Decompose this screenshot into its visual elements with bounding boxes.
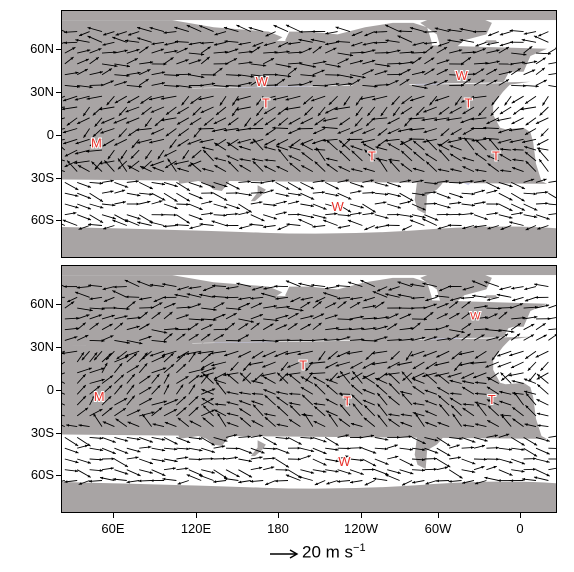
xtick — [361, 513, 362, 518]
wind-arrow — [62, 350, 65, 353]
wind-arrow — [548, 203, 556, 206]
wind-arrow — [548, 334, 556, 341]
ytick — [56, 347, 61, 348]
wind-arrow — [548, 192, 556, 199]
ylabel-bottom-60n: 60N — [30, 296, 54, 311]
system-label: T — [464, 95, 472, 110]
xlabel-0: 0 — [516, 521, 524, 536]
ylabel-top-30s: 30S — [30, 170, 54, 185]
wind-arrow — [62, 128, 65, 130]
xlabel-120w: 120W — [344, 521, 378, 536]
wind-arrow — [548, 47, 556, 54]
system-label: M — [91, 136, 102, 151]
wind-arrow — [62, 392, 65, 395]
scale-value: 20 m s — [302, 542, 354, 562]
scale-arrow-icon — [270, 549, 299, 559]
xlabel-60e: 60E — [101, 521, 125, 536]
ylabel-bottom-30n: 30N — [30, 339, 54, 354]
wind-vectors — [62, 279, 556, 486]
xlabel-120e: 120E — [180, 521, 212, 536]
ylabel-bottom-30s: 30S — [30, 425, 54, 440]
wind-vectors — [62, 24, 556, 231]
xtick — [520, 513, 521, 518]
wind-arrow — [548, 304, 556, 309]
wind-arrow — [62, 480, 65, 482]
xtick — [278, 513, 279, 518]
wind-arrow — [62, 424, 65, 428]
wind-arrow — [62, 106, 65, 108]
wind-arrow — [548, 180, 556, 183]
ylabel-top-0: 0 — [46, 127, 54, 142]
wind-arrow — [548, 73, 556, 76]
xlabel-60w: 60W — [424, 521, 452, 536]
wind-arrow — [548, 467, 556, 471]
scale-label: 20 m s−1 — [302, 542, 366, 563]
system-label: T — [368, 149, 376, 164]
ylabel-top-60s: 60S — [30, 212, 54, 227]
system-label: T — [488, 392, 496, 407]
system-label: W — [470, 310, 481, 322]
xlabel-180: 180 — [267, 521, 289, 536]
wind-arrow — [62, 284, 65, 288]
wind-arrow — [62, 117, 65, 120]
system-label: W — [455, 68, 468, 83]
system-label: W — [338, 454, 351, 469]
system-label: M — [94, 389, 105, 404]
ytick — [56, 220, 61, 221]
ylabel-bottom-60s: 60S — [30, 467, 54, 482]
ytick — [56, 304, 61, 305]
map-canvas-bottom: W T M T T W — [62, 266, 556, 512]
ytick — [56, 49, 61, 50]
ylabel-bottom-0: 0 — [46, 382, 54, 397]
wind-arrow — [548, 84, 556, 88]
wind-arrow — [548, 62, 556, 65]
wind-arrow — [62, 159, 65, 162]
wind-arrow — [548, 435, 556, 438]
wind-arrow — [62, 414, 65, 417]
wind-arrow — [548, 317, 556, 320]
ytick — [56, 475, 61, 476]
system-label: T — [262, 95, 270, 110]
system-label: W — [256, 74, 269, 89]
wind-arrow — [62, 170, 65, 173]
ytick — [56, 135, 61, 136]
system-label: T — [492, 149, 500, 164]
map-panel-bottom: W T M T T W — [61, 265, 557, 513]
ylabel-top-30n: 30N — [30, 84, 54, 99]
xtick — [113, 513, 114, 518]
system-label: T — [343, 394, 351, 409]
wind-arrow — [62, 146, 66, 151]
wind-arrow — [62, 138, 65, 141]
wind-arrow — [548, 328, 556, 331]
system-label: T — [299, 358, 307, 373]
system-label: W — [331, 199, 344, 214]
ytick — [56, 92, 61, 93]
wind-arrow — [62, 223, 65, 226]
system-labels: W T M T T W — [93, 309, 497, 470]
ylabel-top-60n: 60N — [30, 41, 54, 56]
wind-arrow — [62, 372, 65, 375]
ytick — [56, 433, 61, 434]
scale-unit-exponent: −1 — [353, 542, 366, 554]
ytick — [56, 178, 61, 179]
wind-arrow — [62, 381, 66, 384]
wind-arrow — [62, 95, 65, 98]
wind-arrow — [62, 41, 65, 44]
wind-arrow — [62, 403, 65, 406]
xtick — [438, 513, 439, 518]
wind-arrow — [548, 213, 556, 216]
xtick — [196, 513, 197, 518]
ytick — [56, 390, 61, 391]
wind-arrow — [62, 29, 65, 33]
wind-arrow — [62, 361, 66, 365]
